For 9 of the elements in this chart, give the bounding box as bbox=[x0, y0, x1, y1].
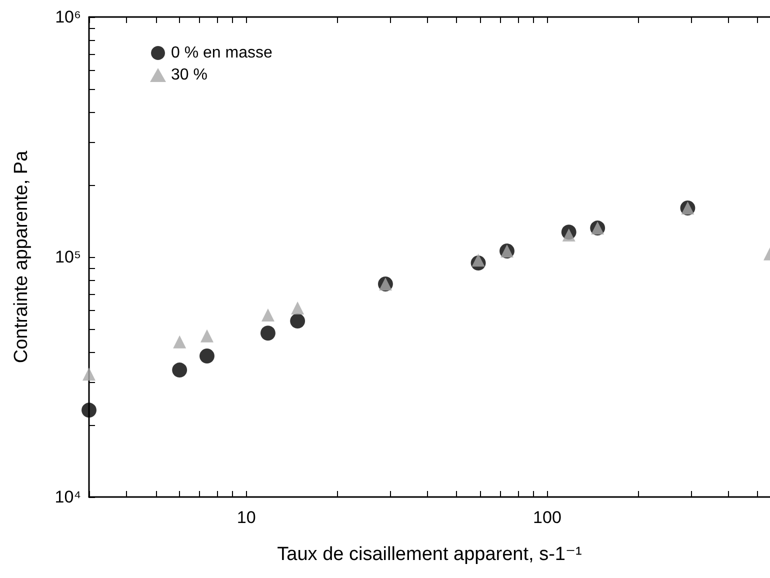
y-tick-label: 10⁴ bbox=[54, 488, 81, 506]
y-axis-title: Contrainte apparente, Pa bbox=[11, 150, 32, 364]
legend-label: 30 % bbox=[171, 66, 208, 84]
y-tick-label: 10⁶ bbox=[55, 8, 81, 26]
x-tick-label: 100 bbox=[533, 508, 562, 527]
x-tick-label: 10 bbox=[236, 508, 256, 527]
legend-label: 0 % en masse bbox=[171, 44, 272, 62]
x-axis-title: Taux de cisaillement apparent, s-1⁻¹ bbox=[277, 544, 582, 565]
y-tick-label: 10⁵ bbox=[55, 248, 81, 266]
